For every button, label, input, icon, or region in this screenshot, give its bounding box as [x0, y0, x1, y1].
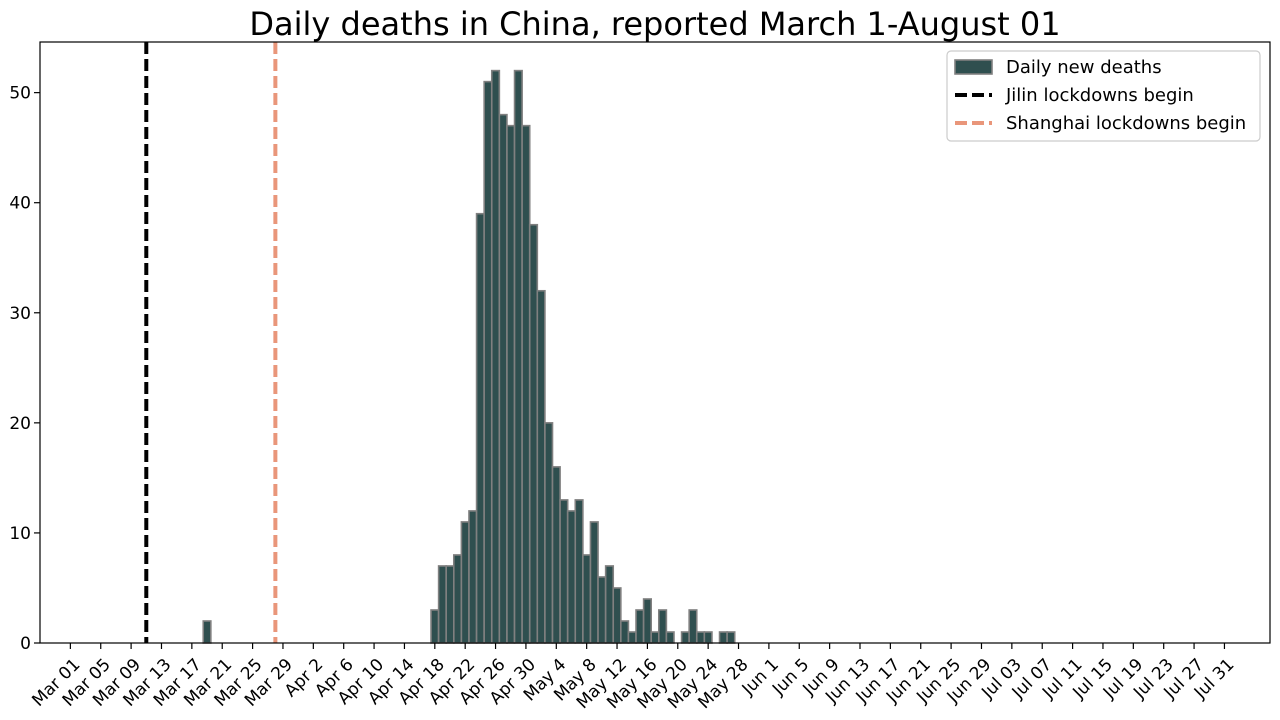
bar — [703, 631, 713, 644]
bar — [650, 631, 660, 644]
bar — [483, 80, 493, 644]
bar — [589, 521, 599, 644]
vlines-group — [144, 42, 278, 643]
bar — [551, 466, 561, 644]
bar — [559, 499, 569, 644]
bar — [460, 521, 470, 644]
bar — [695, 631, 706, 644]
y-tick-label: 0 — [20, 634, 31, 654]
legend-swatch-daily-deaths — [954, 59, 993, 75]
legend-label-daily-deaths: Daily new deaths — [1006, 57, 1162, 78]
bar — [680, 631, 690, 644]
legend-box — [946, 50, 1261, 142]
bar — [506, 124, 516, 644]
y-tick-label: 10 — [9, 524, 31, 544]
legend: Daily new deaths Jilin lockdowns begin Sha… — [946, 50, 1261, 142]
plot-frame — [39, 41, 1271, 644]
y-tick-label: 30 — [9, 304, 31, 324]
bar — [642, 598, 653, 644]
bar — [597, 576, 607, 644]
bar — [627, 631, 637, 644]
bar — [430, 609, 440, 644]
bar — [536, 289, 546, 644]
legend-label-shanghai: Shanghai lockdowns begin — [1006, 113, 1246, 134]
chart-title: Daily deaths in China, reported March 1-… — [249, 5, 1060, 43]
bar — [612, 587, 622, 644]
bar — [657, 609, 668, 644]
bar — [635, 609, 645, 644]
bar — [528, 223, 539, 644]
bar — [566, 510, 577, 644]
bar — [726, 631, 736, 644]
bar — [513, 69, 523, 644]
bar — [202, 620, 212, 644]
y-tick-label: 40 — [9, 194, 31, 214]
bar — [475, 212, 485, 644]
bar — [452, 554, 463, 644]
bar — [437, 565, 448, 644]
y-tick-label: 20 — [9, 414, 31, 434]
bar — [498, 113, 508, 644]
bar — [544, 422, 554, 644]
y-tick-label: 50 — [9, 84, 31, 104]
bar — [521, 124, 531, 644]
bar — [665, 631, 675, 644]
bar — [604, 565, 615, 644]
bar — [718, 631, 728, 644]
legend-label-jilin: Jilin lockdowns begin — [1005, 85, 1194, 106]
bar — [574, 499, 584, 644]
bar — [468, 510, 478, 644]
bar — [688, 609, 698, 644]
bar — [620, 620, 630, 644]
bar — [490, 69, 501, 644]
bar — [445, 565, 455, 644]
bar — [582, 554, 592, 644]
bars-group — [202, 69, 736, 644]
